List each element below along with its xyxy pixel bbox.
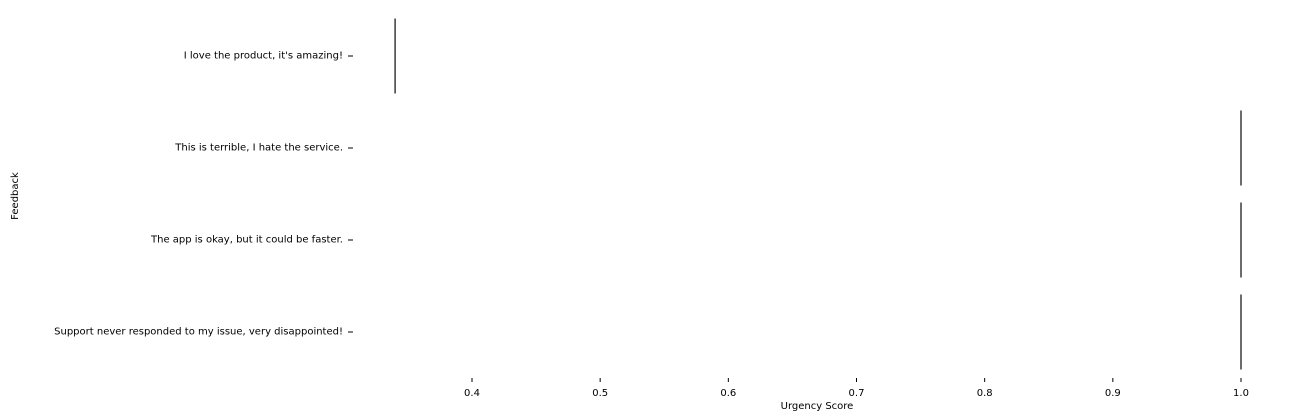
x-axis-label: Urgency Score: [781, 401, 854, 412]
x-tick-label: 0.7: [849, 388, 865, 399]
x-tick-label: 0.6: [720, 388, 736, 399]
y-axis-label: Feedback: [10, 172, 21, 220]
x-tick-label: 0.4: [464, 388, 480, 399]
x-tick-label: 0.5: [592, 388, 608, 399]
x-tick-label: 0.8: [977, 388, 993, 399]
y-tick-label: Support never responded to my issue, ver…: [54, 327, 343, 338]
x-ticks-group: 0.4 0.5 0.6 0.7 0.8 0.9 1.0: [464, 378, 1249, 399]
y-ticks-group: I love the product, it's amazing! This is…: [54, 51, 353, 338]
marks-group: [394, 18, 1242, 370]
y-tick-label: The app is okay, but it could be faster.: [150, 235, 343, 246]
y-tick-label: This is terrible, I hate the service.: [174, 143, 343, 154]
x-tick-label: 1.0: [1233, 388, 1249, 399]
y-tick-label: I love the product, it's amazing!: [184, 51, 343, 62]
x-tick-label: 0.9: [1105, 388, 1121, 399]
